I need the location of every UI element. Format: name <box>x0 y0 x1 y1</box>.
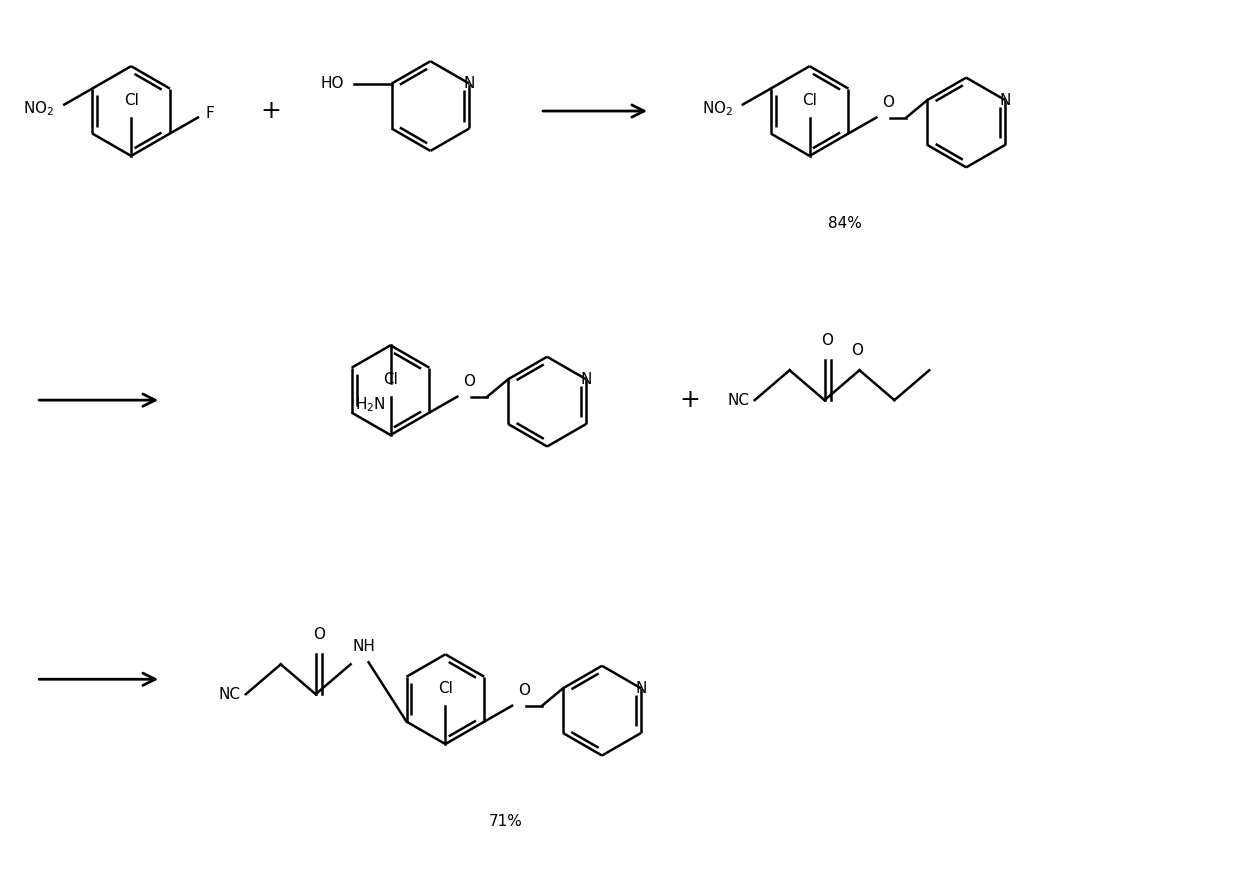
Text: Cl: Cl <box>383 372 398 387</box>
Text: O: O <box>312 627 325 642</box>
Text: NO$_2$: NO$_2$ <box>24 99 55 118</box>
Text: 84%: 84% <box>827 215 862 230</box>
Text: N: N <box>464 76 475 91</box>
Text: Cl: Cl <box>438 681 453 696</box>
Text: HO: HO <box>320 76 343 91</box>
Text: O: O <box>852 343 863 358</box>
Text: O: O <box>822 333 833 348</box>
Text: O: O <box>883 95 894 110</box>
Text: N: N <box>999 92 1011 107</box>
Text: N: N <box>635 680 646 696</box>
Text: N: N <box>580 372 591 386</box>
Text: O: O <box>518 683 531 697</box>
Text: NC: NC <box>728 392 750 408</box>
Text: 71%: 71% <box>489 814 522 828</box>
Text: NC: NC <box>218 687 241 702</box>
Text: O: O <box>464 374 475 389</box>
Text: NO$_2$: NO$_2$ <box>702 99 733 118</box>
Text: +: + <box>680 388 701 412</box>
Text: H$_2$N: H$_2$N <box>355 395 386 414</box>
Text: Cl: Cl <box>124 93 139 108</box>
Text: F: F <box>206 106 215 121</box>
Text: NH: NH <box>352 640 376 655</box>
Text: +: + <box>260 99 281 123</box>
Text: Cl: Cl <box>802 93 817 108</box>
